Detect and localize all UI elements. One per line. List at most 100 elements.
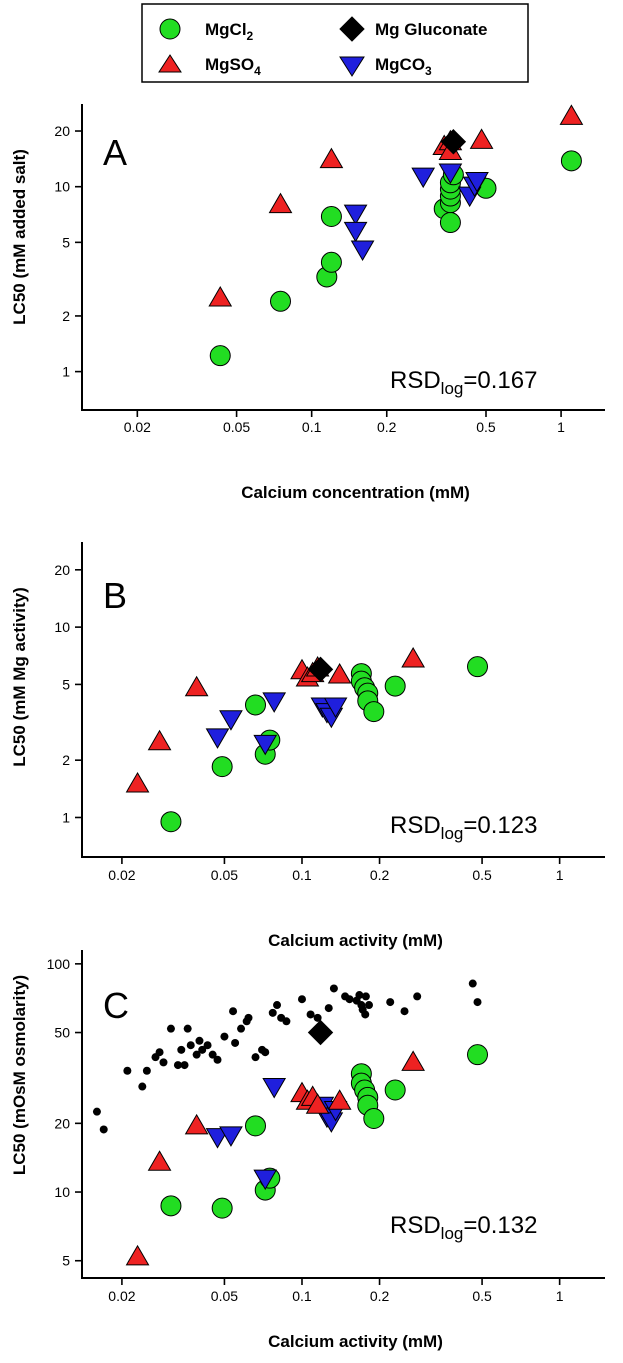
data-point-triangle-down xyxy=(219,710,243,731)
x-axis-title: Calcium activity (mM) xyxy=(268,931,443,950)
data-point-dot xyxy=(237,1024,246,1033)
legend-marker-triangle-down xyxy=(339,56,365,77)
data-point-dot xyxy=(361,992,370,1001)
x-tick-label: 1 xyxy=(557,419,565,435)
panel-c: 0.02 0.05 0.1 0.2 0.5 1 5 10 20 50 100 Calcium acti… xyxy=(10,950,605,1351)
data-point-triangle-down xyxy=(205,728,230,749)
x-tick-label: 0.1 xyxy=(292,1288,312,1304)
data-point-dot xyxy=(400,1007,409,1016)
data-point-circle xyxy=(211,1197,233,1219)
data-point-dot xyxy=(142,1066,151,1075)
y-tick-label: 5 xyxy=(62,676,70,692)
x-tick-label: 0.02 xyxy=(124,419,151,435)
x-axis-title: Calcium concentration (mM) xyxy=(241,483,470,502)
data-point-triangle-up xyxy=(401,647,425,668)
series-mgcl2 xyxy=(160,656,489,833)
data-point-triangle-up xyxy=(208,286,233,307)
data-point-triangle-up xyxy=(125,1244,150,1266)
data-point-dot xyxy=(313,1013,322,1022)
panel-a: 0.02 0.05 0.1 0.2 0.5 1 1 2 5 10 20 Calcium concent… xyxy=(10,104,605,502)
panel-letter: B xyxy=(103,575,127,616)
data-point-triangle-down xyxy=(350,240,375,262)
data-point-circle xyxy=(320,205,342,227)
y-tick-label: 10 xyxy=(54,179,70,195)
y-tick-label: 1 xyxy=(62,364,70,380)
data-point-dot xyxy=(386,998,395,1007)
series-mgcl2 xyxy=(209,150,582,367)
legend-box xyxy=(141,3,529,83)
data-point-circle xyxy=(211,756,233,778)
data-point-triangle-up xyxy=(305,1093,330,1114)
data-point-dot xyxy=(468,979,477,988)
data-point-dot xyxy=(159,1058,168,1067)
data-point-dot xyxy=(198,1045,207,1054)
data-point-dot xyxy=(180,1061,189,1070)
data-point-triangle-up xyxy=(401,1050,425,1071)
x-tick-label: 0.05 xyxy=(211,1288,238,1304)
y-tick-label: 50 xyxy=(54,1025,70,1041)
x-tick-label: 0.2 xyxy=(370,1288,390,1304)
data-point-triangle-down xyxy=(411,167,436,189)
y-tick-label: 1 xyxy=(62,809,70,825)
data-point-dot xyxy=(186,1041,195,1050)
data-point-dot xyxy=(297,995,306,1004)
y-axis-title: LC50 (mOsM osmolarity) xyxy=(10,975,29,1175)
data-point-circle xyxy=(209,345,231,367)
legend-label-mgcl2: MgCl2 xyxy=(205,20,254,43)
data-point-dot xyxy=(213,1055,222,1064)
data-point-triangle-up xyxy=(268,192,293,214)
data-point-circle xyxy=(244,694,266,716)
data-point-dot xyxy=(203,1041,212,1050)
axes-frame xyxy=(81,950,605,1279)
data-point-triangle-down xyxy=(438,163,463,185)
data-point-triangle-up xyxy=(327,1089,352,1110)
data-point-triangle-down xyxy=(465,172,489,193)
data-point-dot xyxy=(192,1050,201,1059)
data-point-dot xyxy=(173,1061,182,1070)
series-mgco3 xyxy=(343,163,489,262)
data-point-dot xyxy=(155,1048,164,1057)
data-point-dot xyxy=(166,1024,175,1033)
data-point-triangle-down xyxy=(205,1128,230,1149)
data-point-circle xyxy=(270,290,292,312)
data-point-dot xyxy=(220,1032,229,1041)
series-mg-gluconate xyxy=(440,129,467,155)
legend-item-mgso4: MgSO4 xyxy=(158,54,261,78)
data-point-dot xyxy=(273,1001,282,1010)
panel-letter: A xyxy=(103,132,127,173)
data-point-triangle-down xyxy=(253,1169,278,1191)
legend-marker-diamond xyxy=(339,16,365,42)
y-tick-label: 5 xyxy=(62,234,70,250)
rsd-annotation: RSDlog=0.132 xyxy=(390,1212,537,1243)
y-tick-label: 5 xyxy=(62,1253,70,1269)
data-point-diamond xyxy=(440,129,467,155)
data-point-diamond xyxy=(307,656,334,683)
data-point-triangle-up xyxy=(327,663,352,684)
series-mgso4 xyxy=(125,647,425,793)
legend: MgCl2 Mg Gluconate MgSO4 MgCO3 xyxy=(141,3,529,83)
data-point-triangle-down xyxy=(262,692,287,713)
data-point-circle xyxy=(467,656,489,678)
data-point-dot xyxy=(195,1036,204,1045)
y-tick-label: 2 xyxy=(62,308,70,324)
x-axis-title: Calcium activity (mM) xyxy=(268,1332,443,1351)
x-tick-label: 0.1 xyxy=(292,867,312,883)
x-tick-label: 0.5 xyxy=(472,1288,492,1304)
series-mg-gluconate xyxy=(307,1019,334,1046)
x-tick-label: 0.2 xyxy=(370,867,390,883)
x-tick-label: 0.5 xyxy=(476,419,496,435)
data-point-dot xyxy=(244,1013,253,1022)
legend-label-mgco3: MgCO3 xyxy=(375,55,432,78)
series-mg-gluconate xyxy=(307,656,334,683)
series-mgso4 xyxy=(208,104,584,307)
legend-item-mg-gluconate: Mg Gluconate xyxy=(339,16,487,42)
data-point-dot xyxy=(231,1038,240,1047)
data-point-triangle-up xyxy=(125,771,150,793)
panel-b: 0.02 0.05 0.1 0.2 0.5 1 1 2 5 10 20 Calcium activit… xyxy=(10,542,605,950)
x-tick-label: 0.05 xyxy=(223,419,250,435)
data-point-dot xyxy=(473,998,482,1007)
y-tick-label: 20 xyxy=(54,1115,70,1131)
x-tick-label: 0.2 xyxy=(377,419,397,435)
x-tick-label: 1 xyxy=(556,1288,564,1304)
y-tick-label: 20 xyxy=(54,123,70,139)
